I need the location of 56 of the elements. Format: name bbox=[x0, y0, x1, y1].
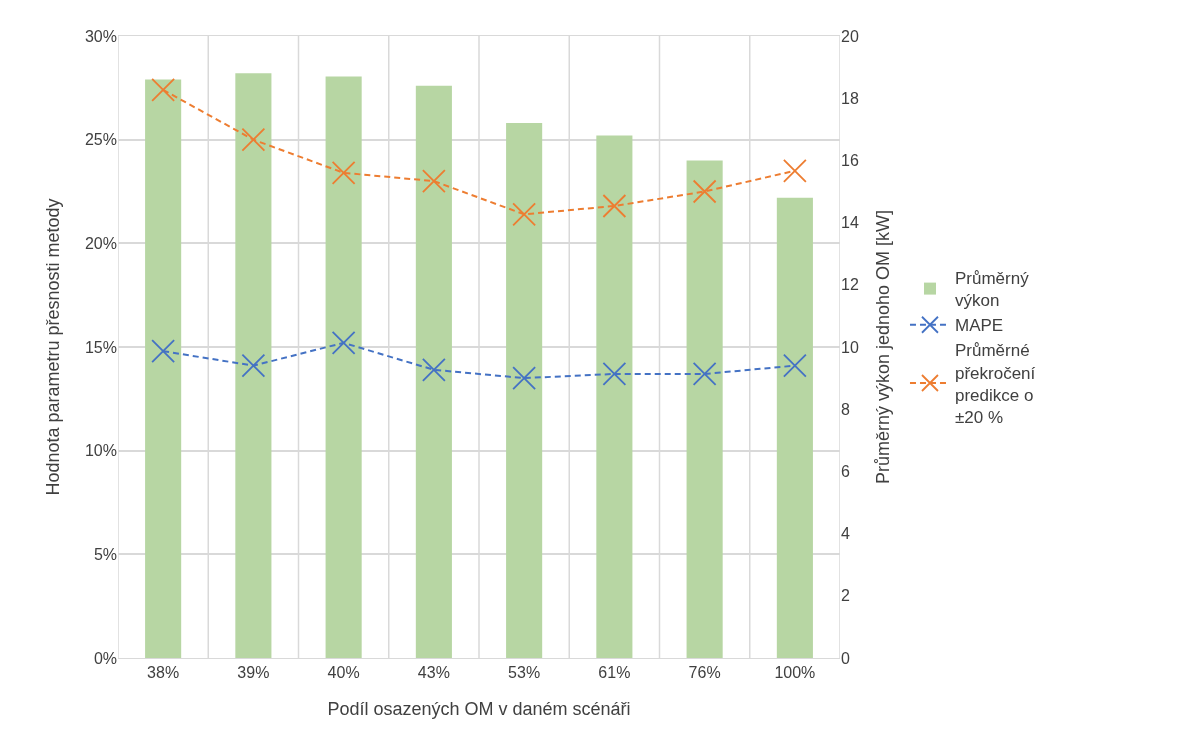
point bbox=[331, 160, 356, 185]
point bbox=[241, 127, 266, 152]
bar bbox=[235, 73, 272, 658]
y-axis-title: Hodnota parametru přesnosti metody bbox=[43, 198, 64, 496]
point bbox=[602, 362, 627, 386]
y-tick-label: 15% bbox=[84, 338, 117, 356]
y2-tick-label: 6 bbox=[841, 463, 850, 480]
x-axis-title: Podíl osazených OM v daném scénáři bbox=[327, 699, 631, 720]
bar bbox=[686, 160, 723, 658]
bar bbox=[145, 79, 182, 658]
x-tick-label: 43% bbox=[417, 664, 450, 682]
point bbox=[331, 330, 356, 355]
point bbox=[782, 158, 807, 183]
bar bbox=[506, 123, 543, 658]
x-tick-label: 38% bbox=[147, 664, 180, 682]
y2-tick-label: 18 bbox=[841, 89, 859, 107]
x-tick-label: 100% bbox=[774, 664, 816, 682]
point bbox=[512, 366, 537, 390]
y-tick-label: 20% bbox=[84, 234, 117, 252]
y-tick-label: 5% bbox=[93, 545, 117, 563]
y2-axis-title: Průměrný výkon jednoho OM [kW] bbox=[873, 209, 893, 485]
x-tick-label: 53% bbox=[508, 664, 541, 682]
y2-tick-label: 14 bbox=[841, 214, 859, 232]
y2-tick-label: 2 bbox=[841, 587, 850, 605]
bar bbox=[596, 135, 633, 658]
point bbox=[512, 202, 537, 227]
point bbox=[421, 357, 446, 382]
bar bbox=[325, 76, 362, 658]
y2-tick-label: 16 bbox=[841, 152, 859, 169]
y2-tick-label: 10 bbox=[841, 338, 859, 356]
point bbox=[151, 78, 176, 102]
bar bbox=[415, 85, 452, 658]
y2-tick-label: 4 bbox=[841, 525, 850, 543]
y2-tick-label: 12 bbox=[841, 276, 859, 294]
point bbox=[241, 353, 266, 378]
legend-label: Průměrné překročení predikce o ±20 % bbox=[954, 341, 1036, 427]
x-tick-label: 40% bbox=[327, 664, 360, 682]
y-tick-label: 30% bbox=[84, 27, 117, 45]
y-tick-label: 0% bbox=[93, 649, 117, 667]
y2-tick-label: 8 bbox=[841, 400, 850, 418]
point bbox=[602, 194, 627, 218]
y-tick-label: 25% bbox=[84, 131, 117, 149]
point bbox=[692, 179, 717, 204]
point bbox=[692, 362, 717, 386]
y2-tick-label: 0 bbox=[841, 649, 850, 667]
bar bbox=[776, 197, 813, 658]
y-tick-label: 10% bbox=[84, 442, 117, 460]
point bbox=[151, 339, 176, 364]
x-tick-label: 39% bbox=[237, 664, 270, 682]
x-tick-label: 76% bbox=[688, 664, 721, 682]
legend-label: Průměrný výkon bbox=[954, 269, 1030, 311]
y2-tick-label: 20 bbox=[841, 27, 859, 45]
point bbox=[421, 169, 446, 194]
point bbox=[782, 353, 807, 378]
x-tick-label: 61% bbox=[598, 664, 631, 682]
legend-label: MAPE bbox=[954, 316, 1004, 336]
